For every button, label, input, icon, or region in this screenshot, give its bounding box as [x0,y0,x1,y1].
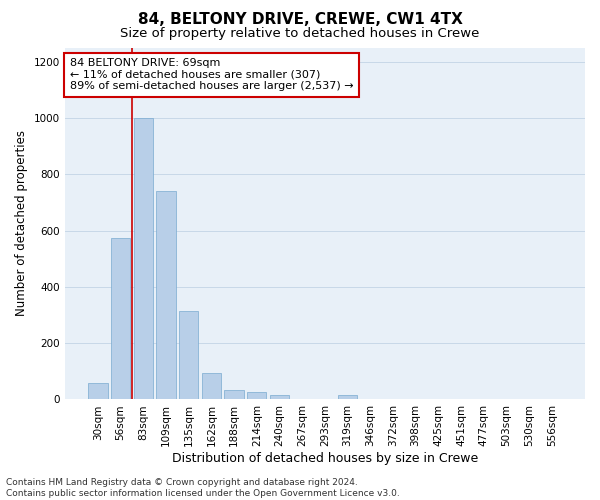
Bar [88,382,107,400]
Text: 84, BELTONY DRIVE, CREWE, CW1 4TX: 84, BELTONY DRIVE, CREWE, CW1 4TX [137,12,463,28]
Bar [270,395,289,400]
X-axis label: Distribution of detached houses by size in Crewe: Distribution of detached houses by size … [172,452,478,465]
Bar [224,390,244,400]
Bar [111,238,130,400]
Bar [338,395,357,400]
Text: Contains HM Land Registry data © Crown copyright and database right 2024.
Contai: Contains HM Land Registry data © Crown c… [6,478,400,498]
Text: 84 BELTONY DRIVE: 69sqm
← 11% of detached houses are smaller (307)
89% of semi-d: 84 BELTONY DRIVE: 69sqm ← 11% of detache… [70,58,353,92]
Bar [157,191,176,400]
Y-axis label: Number of detached properties: Number of detached properties [15,130,28,316]
Bar [247,392,266,400]
Bar [202,372,221,400]
Bar [134,118,153,400]
Bar [179,311,199,400]
Text: Size of property relative to detached houses in Crewe: Size of property relative to detached ho… [121,28,479,40]
